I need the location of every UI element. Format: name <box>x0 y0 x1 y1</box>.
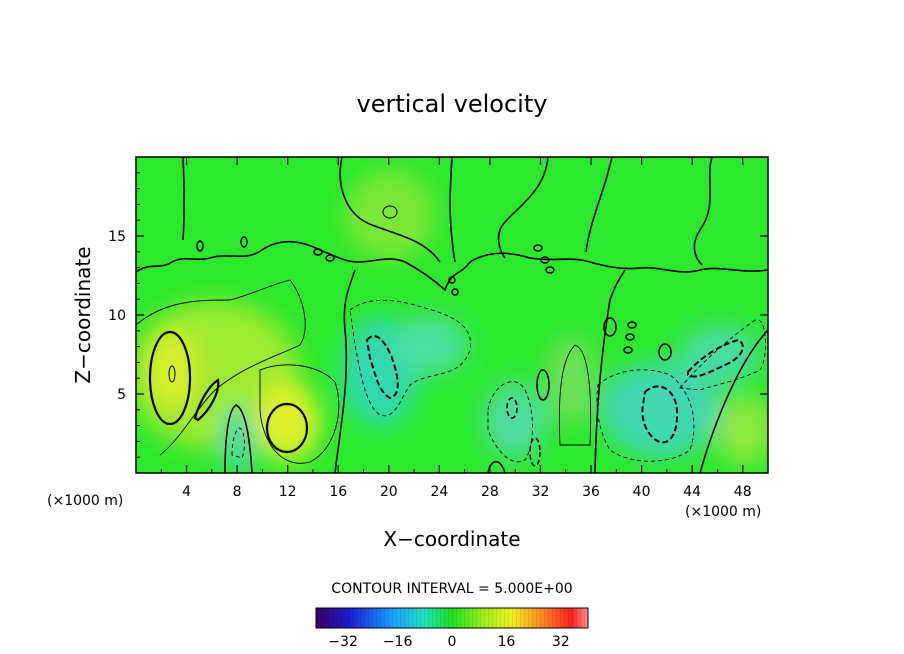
contour-left-band <box>136 279 306 456</box>
heatmap-field <box>136 170 768 473</box>
contour-high-left-inner <box>168 365 176 383</box>
contour-neg-upper-right-outer <box>679 319 766 391</box>
contour-small-loop <box>658 343 672 361</box>
contour-low-narrow <box>224 404 253 473</box>
x-axis-label: X−coordinate <box>383 527 520 551</box>
colorbar-frame <box>315 607 589 629</box>
contour-bottom-dashed <box>529 437 541 467</box>
contour-bottom-bump <box>487 460 506 473</box>
contour-high-left <box>148 330 192 426</box>
contour-neg-right-outer <box>596 369 695 462</box>
plot-area <box>136 157 768 473</box>
x-tick-label: 4 <box>182 484 191 500</box>
colorbar-tick-label: 16 <box>497 634 515 650</box>
contour-small-high <box>603 317 617 337</box>
colorbar-stripes <box>316 608 588 628</box>
colorbar-tick-label: −16 <box>383 634 413 650</box>
x-tick-label: 24 <box>430 484 448 500</box>
x-tick-label: 16 <box>329 484 347 500</box>
contour-top-b <box>339 157 441 263</box>
contour-top-c <box>449 157 456 263</box>
x-tick-label: 36 <box>582 484 600 500</box>
y-axis-label: Z−coordinate <box>71 246 95 383</box>
contour-upper-zero <box>136 240 768 292</box>
contour-neg-lower-inner <box>506 397 518 419</box>
contour-top-e <box>585 157 613 253</box>
contour-neg-outer <box>349 299 472 417</box>
contour-top-a <box>182 157 185 241</box>
contour-right-middle <box>558 344 592 446</box>
x-tick-label: 32 <box>532 484 550 500</box>
contour-vertical-mid <box>334 269 356 473</box>
contour-right-edge <box>699 329 768 473</box>
contour-left-inner <box>259 364 340 464</box>
contour-high-center <box>265 402 309 454</box>
contour-vertical-right <box>594 269 626 473</box>
y-tick-label: 10 <box>108 308 126 324</box>
colorbar-tick-label: 32 <box>552 634 570 650</box>
x-tick-label: 40 <box>633 484 651 500</box>
contour-diagonal-left <box>193 378 220 422</box>
colorbar-ticks: −32 −16 0 16 32 <box>328 634 569 650</box>
chart-title: vertical velocity <box>357 90 548 118</box>
x-tick-label: 28 <box>481 484 499 500</box>
x-tick-label: 8 <box>233 484 242 500</box>
contour-interval-label: CONTOUR INTERVAL = 5.000E+00 <box>331 581 572 597</box>
y-tick-label: 15 <box>108 229 126 245</box>
contour-neg-inner <box>365 335 399 400</box>
colorbar-tick-label: 0 <box>448 634 457 650</box>
contour-top-d <box>497 157 549 259</box>
contour-top-f <box>693 157 713 266</box>
y-tick-label: 5 <box>117 387 126 403</box>
contour-neg-upper-right <box>687 338 744 378</box>
contour-small-hill <box>382 205 398 219</box>
x-tick-label: 48 <box>734 484 752 500</box>
x-unit-right: (×1000 m) <box>685 504 761 520</box>
x-axis-ticks: 4 8 12 16 20 24 28 32 36 40 44 48 <box>160 157 752 500</box>
contour-lines <box>136 157 768 473</box>
x-tick-label: 44 <box>683 484 701 500</box>
contour-neg-right-inner <box>641 385 679 444</box>
x-tick-label: 12 <box>279 484 297 500</box>
contour-low-dashed-left <box>231 427 245 459</box>
colorbar: −32 −16 0 16 32 <box>315 607 589 650</box>
contour-small-rings <box>196 236 637 354</box>
x-unit-left: (×1000 m) <box>47 493 123 509</box>
contour-mid-blob <box>536 369 550 401</box>
x-tick-label: 20 <box>380 484 398 500</box>
y-axis-ticks: 5 10 15 <box>108 172 768 458</box>
colorbar-tick-label: −32 <box>328 634 358 650</box>
contour-neg-lower <box>487 381 533 463</box>
